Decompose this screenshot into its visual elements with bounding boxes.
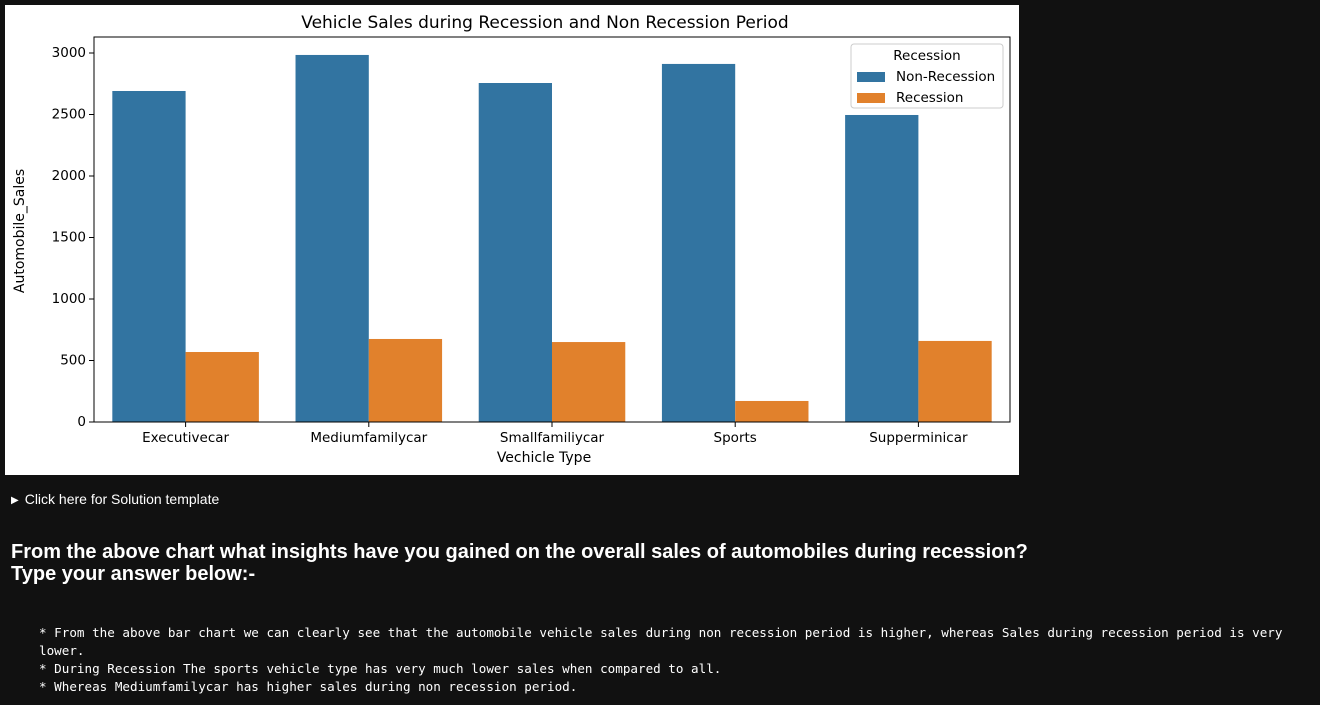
y-tick-label: 2500 xyxy=(52,106,86,122)
legend-box xyxy=(850,43,1004,109)
y-axis-label: Automobile_Sales xyxy=(12,169,28,293)
legend: Recession Non-Recession Recession xyxy=(850,43,1004,109)
y-tick-label: 500 xyxy=(60,352,86,368)
y-tick-label: 3000 xyxy=(52,45,86,61)
x-tick-label: Executivecar xyxy=(142,430,229,446)
bar xyxy=(368,338,443,422)
y-tick-label: 1000 xyxy=(52,291,86,307)
bar xyxy=(661,63,736,423)
bar xyxy=(112,90,186,422)
legend-label: Non-Recession xyxy=(896,69,995,85)
y-tick-label: 0 xyxy=(77,414,86,430)
x-tick-label: Sports xyxy=(714,430,757,446)
answer-line: * From the above bar chart we can clearl… xyxy=(39,625,1283,658)
bar xyxy=(295,54,369,422)
x-tick-label: Supperminicar xyxy=(869,430,968,446)
bar xyxy=(845,114,919,423)
legend-title: Recession xyxy=(893,48,960,64)
bar xyxy=(478,83,552,422)
answer: * From the above bar chart we can clearl… xyxy=(39,624,1309,696)
bar xyxy=(552,342,626,422)
y-tick-label: 1500 xyxy=(52,229,86,245)
bar xyxy=(735,400,809,422)
legend-label: Recession xyxy=(896,90,963,106)
x-tick-label: Smallfamiliycar xyxy=(500,430,605,446)
bar xyxy=(185,352,259,422)
legend-swatch xyxy=(857,72,885,82)
chart-title: Vehicle Sales during Recession and Non R… xyxy=(301,13,788,33)
question-line: From the above chart what insights have … xyxy=(11,541,1028,563)
solution-toggle[interactable]: Click here for Solution template xyxy=(11,491,220,507)
chart: Vehicle Sales during Recession and Non R… xyxy=(5,5,1019,475)
legend-swatch xyxy=(857,93,885,103)
bar xyxy=(918,340,992,422)
x-tick-label: Mediumfamilycar xyxy=(310,430,427,446)
plot-frame xyxy=(93,36,1011,423)
answer-line: * During Recession The sports vehicle ty… xyxy=(39,661,722,676)
x-axis-label: Vechicle Type xyxy=(497,450,591,466)
answer-line: * Whereas Mediumfamilycar has higher sal… xyxy=(39,679,578,694)
question: From the above chart what insights have … xyxy=(11,541,1028,585)
y-tick-label: 2000 xyxy=(52,168,86,184)
question-line: Type your answer below:- xyxy=(11,563,256,585)
